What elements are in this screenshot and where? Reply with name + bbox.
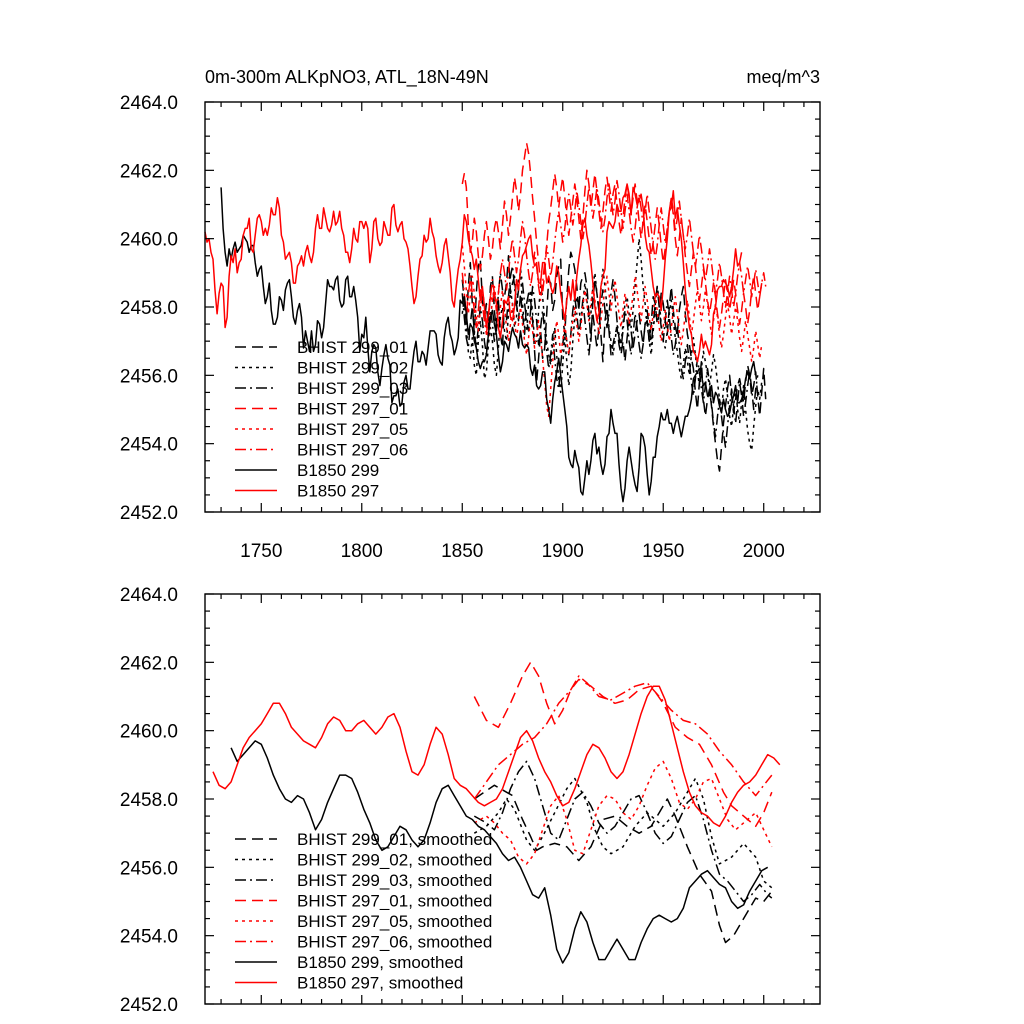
chart-units: meq/m^3	[747, 67, 820, 87]
series-line-0-7	[204, 183, 743, 363]
legend-label: BHIST 297_01	[297, 400, 408, 419]
y-tick-label: 2460.0	[120, 230, 178, 251]
y-tick-label: 2454.0	[120, 927, 178, 948]
chart-title: 0m-300m ALKpNO3, ATL_18N-49N	[205, 67, 489, 88]
series-line-1-3	[473, 661, 773, 828]
legend-label: BHIST 299_01, smoothed	[297, 830, 492, 849]
x-tick-label: 1800	[341, 541, 383, 562]
series-line-1-2	[473, 760, 773, 903]
series-line-1-1	[473, 777, 773, 889]
legend: BHIST 299_01, smoothed BHIST 299_02, smoo…	[235, 830, 492, 993]
legend-label: BHIST 299_03, smoothed	[297, 871, 492, 890]
x-tick-label: 1750	[240, 541, 282, 562]
legend-label: BHIST 299_02	[297, 359, 408, 378]
tick-layer: 2452.0 2454.0 2456.0 2458.0 2460.0 2462.0 2464…	[120, 93, 820, 562]
series-line-1-5	[473, 675, 773, 800]
x-tick-label: 2000	[743, 541, 785, 562]
series-layer	[204, 142, 767, 503]
legend-label: BHIST 297_01, smoothed	[297, 892, 492, 911]
legend-label: B1850 299, smoothed	[297, 953, 463, 972]
legend-label: BHIST 297_06, smoothed	[297, 933, 492, 952]
tick-layer: 2452.0 2454.0 2456.0 2458.0 2460.0 2462.0 2464…	[120, 585, 820, 1016]
bottom-panel: 2452.0 2454.0 2456.0 2458.0 2460.0 2462.0 2464…	[120, 585, 821, 1016]
y-tick-label: 2464.0	[120, 585, 178, 606]
top-panel: 0m-300m ALKpNO3, ATL_18N-49N meq/m^3 245…	[120, 67, 821, 562]
y-tick-label: 2456.0	[120, 366, 178, 387]
y-tick-label: 2452.0	[120, 995, 178, 1016]
series-line-0-3	[461, 142, 763, 329]
legend-label: B1850 299	[297, 461, 379, 480]
series-layer	[212, 661, 781, 964]
series-line-0-5	[461, 179, 767, 336]
y-tick-label: 2464.0	[120, 93, 178, 114]
legend-label: BHIST 299_03	[297, 379, 408, 398]
y-tick-label: 2458.0	[120, 298, 178, 319]
series-line-1-6	[230, 740, 769, 964]
y-tick-label: 2454.0	[120, 435, 178, 456]
legend-label: BHIST 299_01	[297, 338, 408, 357]
series-line-0-0	[461, 251, 767, 472]
y-tick-label: 2462.0	[120, 161, 178, 182]
legend-label: B1850 297	[297, 482, 379, 501]
series-line-1-0	[473, 784, 773, 944]
y-tick-label: 2456.0	[120, 858, 178, 879]
legend-label: BHIST 297_05	[297, 420, 408, 439]
legend-label: B1850 297, smoothed	[297, 974, 463, 993]
series-line-1-7	[212, 685, 781, 828]
legend-label: BHIST 297_06	[297, 441, 408, 460]
legend-label: BHIST 297_05, smoothed	[297, 912, 492, 931]
y-tick-label: 2460.0	[120, 722, 178, 743]
series-line-1-4	[473, 760, 773, 865]
y-tick-label: 2458.0	[120, 790, 178, 811]
legend-label: BHIST 299_02, smoothed	[297, 851, 492, 870]
series-line-0-6	[220, 187, 757, 503]
x-tick-label: 1900	[542, 541, 584, 562]
y-tick-label: 2462.0	[120, 653, 178, 674]
x-tick-label: 1850	[441, 541, 483, 562]
y-tick-label: 2452.0	[120, 503, 178, 524]
x-tick-label: 1950	[642, 541, 684, 562]
series-line-0-1	[461, 237, 763, 452]
